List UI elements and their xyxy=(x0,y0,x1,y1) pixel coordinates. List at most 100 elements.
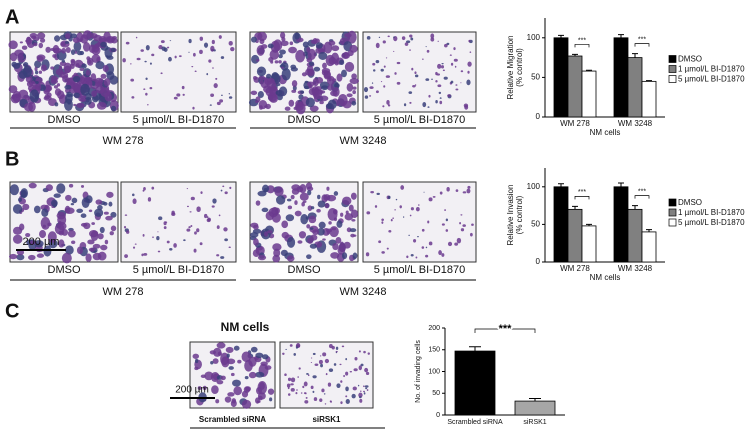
cell xyxy=(71,197,78,204)
cell xyxy=(216,101,221,106)
cell xyxy=(190,224,193,227)
cell xyxy=(404,42,409,46)
cell xyxy=(18,89,29,99)
cell xyxy=(22,203,30,211)
cell xyxy=(12,234,23,244)
cell xyxy=(73,103,77,107)
cell xyxy=(415,256,418,259)
error-bar xyxy=(586,223,592,226)
group-label: WM 278 xyxy=(103,135,144,147)
cell xyxy=(363,392,366,395)
cell xyxy=(315,42,323,49)
cell xyxy=(85,69,91,76)
cell xyxy=(45,46,51,53)
cell xyxy=(109,231,114,236)
cell xyxy=(47,222,52,227)
cell xyxy=(327,84,334,91)
cell xyxy=(387,35,390,38)
cell xyxy=(469,232,473,237)
cell xyxy=(265,211,274,221)
cell xyxy=(213,83,218,89)
cell xyxy=(301,202,305,207)
cell xyxy=(326,194,337,202)
cell xyxy=(182,93,185,96)
cell xyxy=(406,255,409,259)
legend-swatch xyxy=(668,65,677,73)
x-axis-label: NM cells xyxy=(590,128,621,137)
cell xyxy=(36,32,46,40)
panel-title: NM cells xyxy=(221,320,270,334)
cell xyxy=(82,30,93,40)
legend-label: 1 µmol/L BI-D1870 xyxy=(678,208,745,217)
cell xyxy=(104,91,112,102)
cell xyxy=(173,243,177,248)
cell xyxy=(349,370,353,373)
cell xyxy=(203,42,209,48)
cell xyxy=(454,242,459,246)
cell xyxy=(340,241,344,247)
cell xyxy=(312,375,317,379)
scale-label: 200 µm xyxy=(23,236,60,248)
micrograph xyxy=(120,181,237,263)
cell xyxy=(324,403,327,405)
cell xyxy=(329,400,332,403)
cell xyxy=(110,211,117,218)
cell xyxy=(219,99,224,103)
cell xyxy=(426,49,430,53)
cell xyxy=(275,195,286,205)
cell xyxy=(24,103,34,112)
cell xyxy=(333,191,339,196)
cell xyxy=(80,213,87,218)
cell xyxy=(455,189,459,192)
cell xyxy=(61,47,67,54)
cell xyxy=(141,253,144,257)
cell xyxy=(108,201,113,207)
cell xyxy=(193,52,196,57)
cell xyxy=(414,74,419,78)
error-bar xyxy=(632,205,638,210)
image-caption: DMSO xyxy=(48,264,81,276)
cell xyxy=(228,246,231,249)
cell xyxy=(297,376,299,379)
cell xyxy=(310,206,315,210)
cell xyxy=(28,254,36,261)
cell xyxy=(350,233,356,238)
cell xyxy=(345,386,349,392)
cell xyxy=(220,256,225,259)
cell xyxy=(332,242,339,251)
cell xyxy=(437,63,442,69)
cell xyxy=(102,64,109,73)
cell xyxy=(305,392,307,395)
cell xyxy=(267,43,274,49)
cell xyxy=(349,44,358,53)
cell xyxy=(224,191,228,195)
cell xyxy=(413,239,417,243)
image-caption: 5 µmol/L BI-D1870 xyxy=(374,114,466,126)
cell xyxy=(147,197,152,202)
cell xyxy=(353,234,357,237)
cell xyxy=(261,207,269,213)
y-tick-label: 200 xyxy=(428,325,440,332)
cell xyxy=(318,359,323,365)
cell xyxy=(406,40,411,44)
cell xyxy=(367,352,370,355)
cell xyxy=(439,97,442,99)
legend-swatch xyxy=(668,218,677,227)
cell xyxy=(421,228,425,232)
cell xyxy=(341,252,348,260)
cell xyxy=(54,102,59,107)
cell xyxy=(257,91,264,98)
cell xyxy=(76,208,84,214)
cell xyxy=(253,75,258,80)
error-bar xyxy=(529,397,541,402)
cell xyxy=(363,390,366,393)
cell xyxy=(393,50,395,52)
cell xyxy=(453,58,458,62)
cell xyxy=(220,189,223,192)
error-bar xyxy=(618,182,624,187)
cell xyxy=(290,64,297,69)
cell xyxy=(91,222,96,225)
cell xyxy=(302,200,307,204)
cell xyxy=(378,36,381,39)
error-bar xyxy=(646,80,652,82)
